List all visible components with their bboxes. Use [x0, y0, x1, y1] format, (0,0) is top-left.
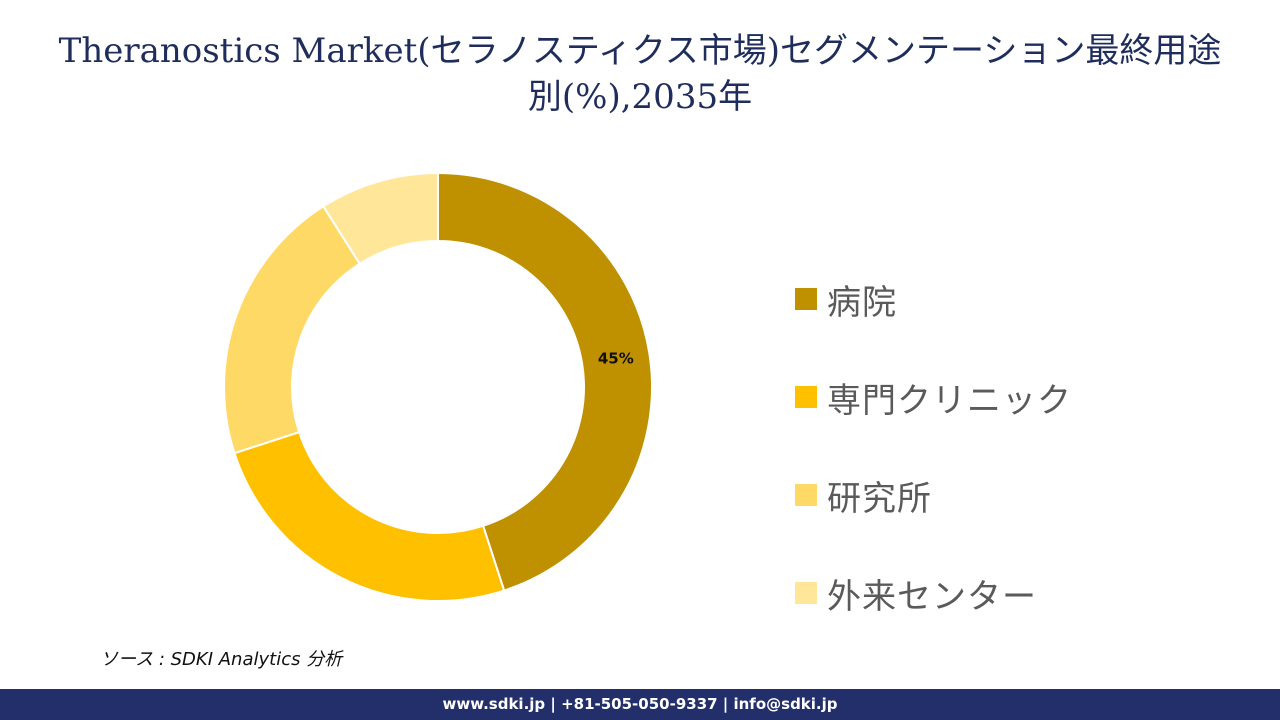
donut-slice-4 — [321, 171, 439, 266]
legend-item-3: 研究所 — [795, 446, 1072, 544]
legend-item-2: 専門クリニック — [795, 348, 1072, 446]
chart-title: Theranostics Market(セラノスティクス市場)セグメンテーション… — [0, 28, 1280, 120]
legend-label-4: 外来センター — [827, 576, 1037, 617]
legend-swatch-3 — [795, 484, 817, 506]
legend-swatch-2 — [795, 386, 817, 408]
data-label-1: 45% — [598, 349, 634, 367]
legend-item-4: 外来センター — [795, 544, 1072, 642]
donut-slice-1 — [437, 171, 653, 592]
source-note: ソース : SDKI Analytics 分析 — [100, 649, 343, 670]
chart-title-line1: Theranostics Market(セラノスティクス市場)セグメンテーション… — [58, 31, 1222, 71]
legend-label-3: 研究所 — [827, 478, 932, 519]
legend-label-1: 病院 — [827, 282, 897, 323]
legend-item-1: 病院 — [795, 250, 1072, 348]
chart-legend: 病院専門クリニック 研究所外来センター — [795, 250, 1072, 642]
legend-label-2: 専門クリニック — [827, 380, 1072, 421]
chart-title-line2: 別(%),2035年 — [527, 77, 753, 117]
footer-bar: www.sdki.jp | +81-505-050-9337 | info@sd… — [0, 689, 1280, 720]
donut-slice-3 — [223, 204, 362, 455]
donut-slice-2 — [233, 430, 506, 602]
legend-swatch-4 — [795, 582, 817, 604]
legend-swatch-1 — [795, 288, 817, 310]
